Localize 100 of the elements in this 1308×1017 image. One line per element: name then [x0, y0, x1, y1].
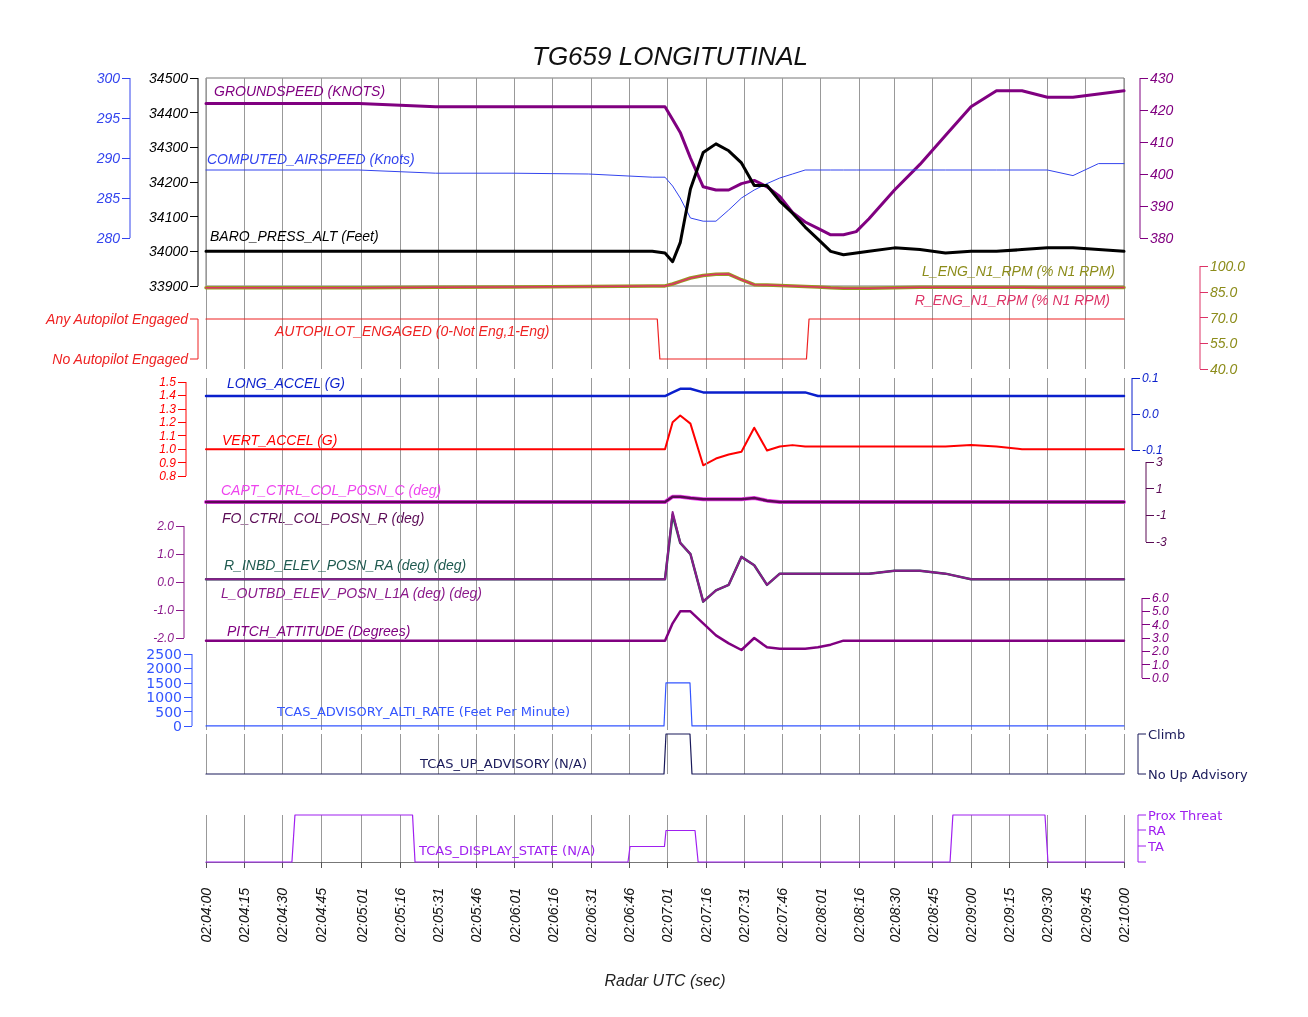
x-tick-label: 02:08:16 — [850, 887, 867, 943]
y-tick-label: 2500 — [146, 646, 182, 662]
text: Prox Threat — [1148, 807, 1223, 823]
x-tick-label: 02:04:30 — [274, 887, 291, 943]
series-label: COMPUTED_AIRSPEED (Knots) — [207, 151, 415, 167]
y-tick-label: 55.0 — [1210, 335, 1238, 352]
x-tick-label: 02:04:45 — [312, 887, 329, 943]
x-tick-label: 02:09:15 — [1001, 887, 1018, 943]
y3-tick-label: 430 — [1150, 70, 1174, 86]
series-label: PITCH_ATTITUDE (Degrees) — [227, 623, 411, 639]
y-tick-label: 0 — [173, 717, 182, 734]
series-label: L_ENG_N1_RPM (% N1 RPM) — [922, 263, 1115, 279]
y-tick-label: 40.0 — [1210, 361, 1238, 377]
x-tick-label: 02:05:31 — [429, 888, 446, 943]
x-tick-label: 02:08:30 — [886, 887, 903, 943]
series-label: CAPT_CTRL_COL_POSN_C (deg) — [221, 482, 442, 498]
y-tick-label: 1.5 — [159, 375, 177, 390]
y-tick-label: -1 — [1156, 508, 1167, 523]
y-tick-label: 34000 — [149, 243, 189, 260]
y-tick-label: 1500 — [146, 674, 182, 691]
y-tick-label: 1.0 — [159, 442, 177, 457]
x-tick-label: 02:05:01 — [353, 888, 370, 943]
series-label: LONG_ACCEL (G) — [227, 375, 345, 391]
y-tick-label: -3 — [1156, 535, 1167, 549]
x-tick-label: 02:09:00 — [962, 887, 979, 943]
text: Any Autopilot Engaged — [45, 311, 190, 327]
y2-tick-label: 0.1 — [1142, 371, 1159, 385]
y-tick-label: 33900 — [149, 278, 189, 294]
x-tick-label: 02:07:46 — [774, 887, 791, 943]
series-label: L_OUTBD_ELEV_POSN_L1A (deg) (deg) — [221, 585, 482, 601]
y3-tick-label: 410 — [1150, 134, 1174, 150]
y-tick-label: 500 — [155, 703, 182, 720]
y-tick-label: 34400 — [149, 104, 189, 121]
y-tick-label: 3 — [1156, 455, 1163, 469]
series-label: BARO_PRESS_ALT (Feet) — [210, 228, 379, 244]
x-tick-label: 02:05:16 — [391, 887, 408, 943]
y3-tick-label: 380 — [1150, 230, 1174, 246]
y-tick-label: 1.0 — [157, 547, 175, 562]
x-tick-label: 02:07:01 — [659, 888, 676, 943]
x-tick-label: 02:04:15 — [236, 887, 253, 943]
x-tick-label: 02:07:31 — [736, 888, 753, 943]
text: TA — [1147, 838, 1164, 854]
text: No Autopilot Engaged — [52, 351, 190, 367]
y-tick-label: 2000 — [146, 660, 182, 677]
y-tick-label: 34200 — [149, 174, 189, 190]
text: No Up Advisory — [1148, 766, 1248, 782]
y-tick-label: 0.9 — [159, 455, 177, 470]
y-tick-label: 34300 — [149, 139, 189, 156]
y-tick-label: 0.8 — [159, 469, 177, 483]
y2-tick-label: 5.0 — [1152, 604, 1170, 619]
y2-tick-label: 295 — [95, 110, 121, 126]
x-tick-label: 02:06:16 — [544, 887, 561, 943]
x-tick-label: 02:09:45 — [1077, 887, 1094, 943]
x-tick-label: 02:08:45 — [924, 887, 941, 943]
y-tick-label: 34500 — [149, 70, 189, 86]
series-label: TCAS_DISPLAY_STATE (N/A) — [418, 842, 596, 858]
series-label: R_ENG_N1_RPM (% N1 RPM) — [914, 292, 1110, 308]
y2-tick-label: 285 — [95, 190, 121, 206]
chart-title: TG659 LONGITUTINAL — [532, 41, 808, 71]
y-tick-label: -2.0 — [153, 630, 175, 645]
y-tick-label: 100.0 — [1210, 258, 1246, 274]
y-tick-label: 1 — [1156, 481, 1163, 496]
y3-tick-label: 420 — [1150, 102, 1174, 118]
x-tick-label: 02:09:30 — [1039, 887, 1056, 943]
y-tick-label: 1000 — [146, 689, 182, 706]
y2-tick-label: -0.1 — [1142, 443, 1163, 458]
series-label: TCAS_ADVISORY_ALTI_RATE (Feet Per Minute) — [276, 703, 571, 719]
series-label: AUTOPILOT_ENGAGED (0-Not Eng,1-Eng) — [274, 323, 550, 339]
x-tick-label: 02:06:46 — [621, 887, 638, 943]
y3-tick-label: 390 — [1150, 198, 1174, 214]
text: RA — [1148, 822, 1166, 838]
x-tick-label: 02:06:31 — [583, 888, 600, 943]
y-tick-label: 1.4 — [159, 388, 177, 403]
y-tick-label: 70.0 — [1210, 309, 1238, 326]
x-tick-label: 02:08:01 — [812, 888, 829, 943]
y2-tick-label: 6.0 — [1152, 591, 1170, 606]
y2-tick-label: 4.0 — [1152, 617, 1170, 632]
y-tick-label: 2.0 — [156, 519, 175, 534]
series-label: GROUNDSPEED (KNOTS) — [214, 83, 386, 99]
y3-tick-label: 400 — [1150, 166, 1174, 182]
series-label: R_INBD_ELEV_POSN_RA (deg) (deg) — [224, 557, 467, 573]
y-tick-label: 1.1 — [159, 428, 176, 443]
y-tick-label: -1.0 — [153, 603, 175, 618]
text: Climb — [1148, 726, 1186, 742]
y2-tick-label: 280 — [95, 230, 121, 246]
series-label: VERT_ACCEL (G) — [222, 432, 338, 448]
y2-tick-label: 300 — [96, 70, 121, 86]
series-label: FO_CTRL_COL_POSN_R (deg) — [222, 510, 425, 526]
x-tick-label: 02:06:01 — [506, 888, 523, 943]
series-label: TCAS_UP_ADVISORY (N/A) — [419, 755, 588, 771]
x-tick-label: 02:04:00 — [198, 887, 214, 943]
y-tick-label: 0.0 — [157, 575, 175, 590]
y-tick-label: 1.3 — [159, 401, 177, 416]
x-tick-label: 02:07:16 — [697, 887, 714, 943]
x-tick-label: 02:05:46 — [468, 887, 485, 943]
y-tick-label: 85.0 — [1210, 283, 1238, 300]
x-tick-label: 02:10:00 — [1116, 887, 1132, 943]
y-tick-label: 1.2 — [159, 415, 177, 430]
x-axis-title: Radar UTC (sec) — [604, 971, 726, 989]
y2-tick-label: 3.0 — [1152, 631, 1170, 646]
